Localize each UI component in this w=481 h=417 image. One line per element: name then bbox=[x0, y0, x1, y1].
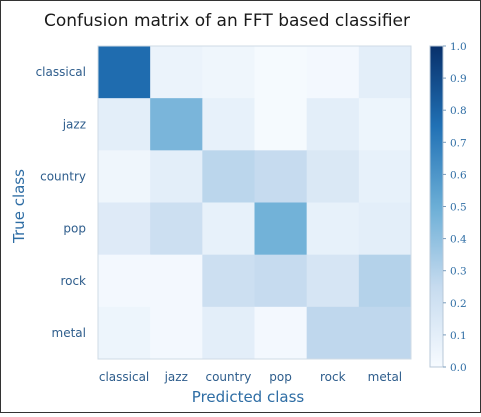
y-tick-label: jazz bbox=[62, 117, 86, 131]
x-tick-label: classical bbox=[99, 370, 149, 384]
heatmap-cell bbox=[306, 202, 360, 256]
heatmap-cell bbox=[306, 46, 360, 99]
heatmap-cell bbox=[202, 150, 255, 203]
colorbar-tick-label: 1.0 bbox=[450, 41, 467, 53]
heatmap-cell bbox=[358, 98, 412, 151]
heatmap-cell bbox=[150, 202, 203, 256]
colorbar-tick-labels: 0.0 0.1 0.2 0.3 0.4 0.5 0.6 0.7 0.8 0.9 1.0 bbox=[443, 41, 467, 374]
heatmap-cell bbox=[98, 254, 151, 308]
heatmap-cell bbox=[150, 254, 203, 308]
heatmap-cell bbox=[202, 98, 255, 151]
y-tick-label: country bbox=[40, 169, 86, 183]
heatmap-cell bbox=[98, 46, 151, 99]
colorbar-tick-label: 0.2 bbox=[450, 298, 467, 310]
colorbar-tick-label: 0.0 bbox=[450, 362, 467, 374]
heatmap-cell bbox=[202, 254, 255, 308]
colorbar-tick-label: 0.4 bbox=[450, 234, 467, 246]
y-tick-label: pop bbox=[63, 222, 86, 236]
heatmap-cell bbox=[150, 306, 203, 360]
heatmap-cell bbox=[254, 46, 308, 99]
colorbar-tick-label: 0.9 bbox=[450, 73, 467, 85]
heatmap-cell bbox=[306, 98, 360, 151]
heatmap-cell bbox=[306, 306, 360, 360]
heatmap-cell bbox=[202, 306, 255, 360]
heatmap-cell bbox=[150, 46, 203, 99]
x-axis-label: Predicted class bbox=[192, 388, 305, 406]
heatmap-cell bbox=[254, 254, 308, 308]
colorbar-tick-label: 0.1 bbox=[450, 330, 467, 342]
y-axis-label: True class bbox=[10, 169, 28, 244]
x-tick-label: country bbox=[205, 370, 251, 384]
x-tick-label: metal bbox=[368, 370, 402, 384]
heatmap-cell bbox=[150, 150, 203, 203]
colorbar-tick-label: 0.6 bbox=[450, 169, 467, 181]
x-tick-labels: classical jazz country pop rock metal bbox=[99, 370, 402, 384]
heatmap-cell bbox=[306, 254, 360, 308]
heatmap-cell bbox=[98, 98, 151, 151]
heatmap-cell bbox=[306, 150, 360, 203]
heatmap-cell bbox=[98, 150, 151, 203]
heatmap-cell bbox=[202, 202, 255, 256]
plot-area-border bbox=[97, 45, 412, 360]
x-tick-label: pop bbox=[269, 370, 292, 384]
y-tick-label: classical bbox=[36, 65, 86, 79]
chart-title: Confusion matrix of an FFT based classif… bbox=[44, 11, 410, 31]
heatmap-cell bbox=[150, 98, 203, 151]
colorbar-tick-label: 0.7 bbox=[450, 137, 467, 149]
heatmap-cell bbox=[358, 202, 412, 256]
heatmap-cell bbox=[254, 98, 308, 151]
heatmap-cell bbox=[358, 254, 412, 308]
y-tick-label: rock bbox=[60, 274, 86, 288]
heatmap-cell bbox=[254, 202, 308, 256]
heatmap-cell bbox=[254, 150, 308, 203]
colorbar-tick-label: 0.3 bbox=[450, 266, 467, 278]
x-tick-label: jazz bbox=[164, 370, 188, 384]
heatmap-cells bbox=[98, 46, 412, 360]
heatmap-cell bbox=[254, 306, 308, 360]
heatmap-cell bbox=[358, 306, 412, 360]
x-tick-label: rock bbox=[320, 370, 346, 384]
heatmap-cell bbox=[202, 46, 255, 99]
heatmap-cell bbox=[358, 150, 412, 203]
colorbar-tick-label: 0.5 bbox=[450, 202, 467, 214]
colorbar bbox=[429, 45, 444, 368]
heatmap-cell bbox=[358, 46, 412, 99]
y-tick-label: metal bbox=[52, 326, 86, 340]
heatmap-cell bbox=[98, 306, 151, 360]
heatmap-cell bbox=[98, 202, 151, 256]
colorbar-tick-label: 0.8 bbox=[450, 105, 467, 117]
y-tick-labels: classical jazz country pop rock metal bbox=[36, 65, 86, 340]
